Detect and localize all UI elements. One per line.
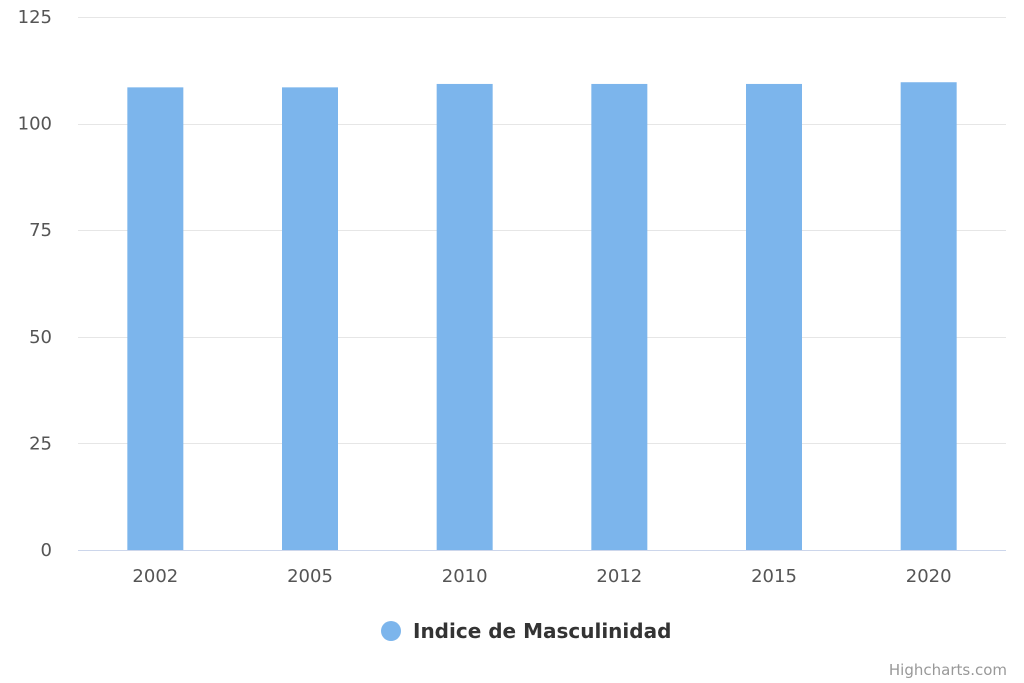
x-axis-labels: 2002 2005 2010 2012 2015 2020: [132, 566, 951, 587]
bars: [127, 82, 957, 551]
bar-2020[interactable]: [900, 82, 957, 550]
x-tick-label: 2020: [906, 566, 952, 587]
y-tick-label: 0: [41, 540, 52, 561]
bar-2005[interactable]: [282, 87, 338, 550]
gridlines: [78, 17, 1006, 444]
x-tick-label: 2015: [751, 566, 797, 587]
y-tick-label: 25: [29, 433, 52, 454]
y-tick-label: 50: [29, 327, 52, 348]
bar-2015[interactable]: [746, 83, 802, 551]
bar-2012[interactable]: [591, 83, 648, 551]
y-tick-label: 125: [18, 7, 52, 28]
x-tick-label: 2012: [596, 566, 642, 587]
credits-link[interactable]: Highcharts.com: [889, 661, 1007, 679]
x-tick-label: 2005: [287, 566, 333, 587]
y-axis-labels: 0 25 50 75 100 125: [18, 7, 52, 561]
y-tick-label: 75: [29, 220, 52, 241]
legend-label[interactable]: Indice de Masculinidad: [413, 619, 671, 643]
legend-symbol: [381, 621, 401, 641]
bar-2010[interactable]: [436, 83, 493, 551]
x-tick-label: 2002: [132, 566, 178, 587]
y-tick-label: 100: [18, 114, 52, 135]
legend[interactable]: Indice de Masculinidad: [381, 619, 671, 643]
x-tick-label: 2010: [442, 566, 488, 587]
bar-2002[interactable]: [127, 87, 184, 550]
